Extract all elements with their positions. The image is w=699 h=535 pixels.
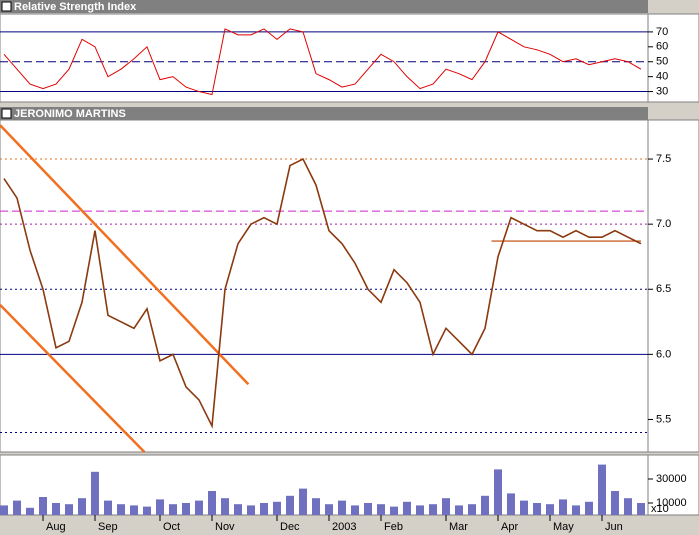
volume-bar: [546, 504, 554, 515]
panel-header: [0, 0, 648, 13]
volume-bar: [26, 507, 34, 515]
trendline: [0, 124, 250, 386]
volume-bar: [325, 504, 333, 515]
volume-bar: [455, 505, 463, 515]
volume-bar: [0, 505, 8, 515]
volume-bar: [572, 505, 580, 515]
volume-bar: [78, 498, 86, 515]
volume-bar: [39, 497, 47, 515]
x-tick-label: Aug: [46, 521, 66, 533]
volume-bar: [195, 500, 203, 515]
y-tick-label: 7.0: [656, 218, 671, 230]
volume-bar: [273, 501, 281, 515]
volume-bar: [533, 503, 541, 515]
volume-bar: [338, 500, 346, 515]
y-tick-label: 40: [656, 71, 668, 83]
volume-bar: [624, 498, 632, 515]
volume-bar: [117, 504, 125, 515]
volume-bar: [442, 498, 450, 515]
panel-icon[interactable]: [1, 108, 12, 119]
y-tick-label: 7.5: [656, 153, 671, 165]
volume-bar: [481, 495, 489, 515]
y-tick-label: 50: [656, 56, 668, 68]
volume-bar: [520, 500, 528, 515]
y-tick-label: 30: [656, 85, 668, 97]
volume-bar: [559, 499, 567, 515]
volume-bar: [507, 493, 515, 515]
volume-bar: [286, 495, 294, 515]
y-tick-label: 70: [656, 26, 668, 38]
axis-strip: [647, 13, 699, 103]
volume-bar: [234, 504, 242, 515]
y-tick-label: 6.0: [656, 348, 671, 360]
volume-bar: [637, 503, 645, 515]
x-tick-label: Sep: [98, 521, 118, 533]
x-tick-label: Apr: [501, 521, 518, 533]
volume-bar: [104, 500, 112, 515]
y-tick-label: 30000: [656, 473, 687, 485]
x-tick-label: Oct: [163, 521, 180, 533]
volume-bar: [182, 503, 190, 515]
y-tick-label: 60: [656, 41, 668, 53]
volume-bar: [377, 504, 385, 515]
volume-bar: [130, 505, 138, 515]
axis-strip: [647, 119, 699, 453]
volume-bar: [390, 506, 398, 515]
trendline: [0, 304, 146, 453]
volume-bar: [299, 488, 307, 515]
volume-bar: [91, 471, 99, 515]
x-tick-label: Dec: [280, 521, 300, 533]
volume-bar: [156, 499, 164, 515]
volume-bar: [143, 506, 151, 515]
x-tick-label: 2003: [332, 521, 356, 533]
volume-bar: [351, 505, 359, 515]
volume-bar: [260, 503, 268, 515]
data-line: [3, 157, 642, 429]
volume-bar: [52, 503, 60, 515]
y-tick-label: 10000: [656, 497, 687, 509]
axis-strip: [647, 454, 699, 516]
y-tick-label: 6.5: [656, 283, 671, 295]
volume-bar: [403, 501, 411, 515]
x-tick-label: Jun: [605, 521, 623, 533]
volume-bar: [598, 464, 606, 515]
volume-bar: [494, 469, 502, 515]
x-tick-label: Nov: [215, 521, 235, 533]
x-tick-label: Mar: [449, 521, 468, 533]
volume-bar: [364, 503, 372, 515]
x-tick-label: Feb: [384, 521, 403, 533]
volume-bar: [468, 504, 476, 515]
panel-title: Relative Strength Index: [14, 1, 137, 13]
y-tick-label: 5.5: [656, 413, 671, 425]
plot-area: [0, 119, 649, 453]
volume-bar: [429, 504, 437, 515]
x-tick-label: May: [553, 521, 574, 533]
panel-header: [0, 107, 648, 120]
volume-bar: [611, 491, 619, 515]
panel-title: JERONIMO MARTINS: [14, 108, 126, 120]
volume-bar: [208, 491, 216, 515]
panel-icon[interactable]: [1, 1, 12, 12]
volume-bar: [169, 504, 177, 515]
data-line: [3, 28, 642, 96]
plot-area: [0, 13, 649, 103]
volume-bar: [585, 501, 593, 515]
volume-bar: [416, 505, 424, 515]
unit-label: x10: [651, 503, 669, 515]
volume-bar: [221, 498, 229, 515]
volume-bar: [65, 504, 73, 515]
volume-bar: [13, 500, 21, 515]
volume-bar: [247, 505, 255, 515]
volume-bar: [312, 498, 320, 515]
